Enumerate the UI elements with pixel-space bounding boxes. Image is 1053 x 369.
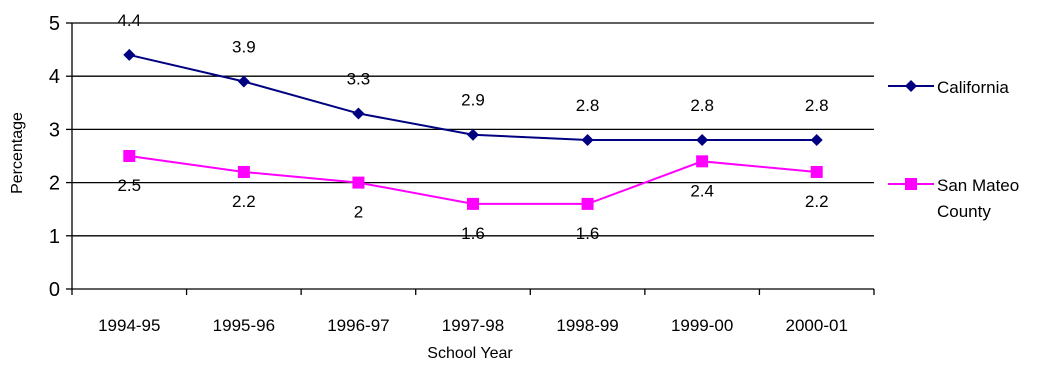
y-tick-label: 5 [49, 13, 60, 35]
data-point-diamond [810, 134, 823, 147]
series-lines [123, 48, 823, 210]
legend-label: California [937, 78, 1009, 97]
x-tick-label-1996-97: 1996-97 [327, 316, 389, 335]
data-label: 2.8 [576, 96, 600, 115]
x-tick-label-1997-98: 1997-98 [442, 316, 504, 335]
data-point-diamond [123, 48, 136, 61]
legend: California San Mateo County [888, 78, 1019, 221]
legend-marker-diamond [905, 80, 917, 92]
data-label: 4.4 [117, 11, 141, 30]
data-label: 2.2 [805, 192, 829, 211]
data-label: 1.6 [461, 224, 485, 243]
data-label: 2 [354, 203, 363, 222]
x-tick-label-1998-99: 1998-99 [556, 316, 618, 335]
data-point-square [467, 197, 479, 210]
y-tick-label: 2 [49, 173, 60, 195]
data-point-diamond [352, 107, 365, 120]
data-label: 1.6 [576, 224, 600, 243]
data-point-square [237, 165, 250, 178]
data-label: 2.2 [232, 192, 256, 211]
y-tick-label: 4 [49, 66, 60, 88]
y-axis-title: Percentage [9, 112, 26, 194]
x-tick-label-1995-96: 1995-96 [213, 316, 275, 335]
axes: 0 1 2 3 4 5 1994-95 1995-96 1996-97 1997-98 1998-9… [49, 13, 875, 335]
data-label: 3.3 [347, 69, 371, 88]
data-point-square [810, 165, 823, 178]
data-label: 3.9 [232, 38, 256, 57]
data-point-square [352, 176, 365, 189]
data-label: 2.5 [117, 176, 141, 195]
data-point-diamond [581, 134, 594, 147]
x-tick-label-1994-95: 1994-95 [98, 316, 160, 335]
data-point-square [581, 197, 594, 210]
data-label: 2.8 [690, 96, 714, 115]
x-tick-label-1999-00: 1999-00 [671, 316, 733, 335]
x-tick-label-2000-01: 2000-01 [786, 316, 848, 335]
data-point-diamond [467, 128, 479, 141]
legend-marker-square [905, 178, 917, 190]
data-label: 2.9 [461, 91, 485, 110]
data-point-square [123, 150, 136, 162]
data-point-square [696, 155, 709, 168]
data-point-diamond [237, 75, 250, 88]
data-label: 2.8 [805, 96, 829, 115]
y-tick-label: 3 [49, 119, 60, 141]
legend-label: County [937, 202, 991, 221]
y-tick-label: 0 [49, 279, 60, 301]
x-axis-title: School Year [427, 345, 513, 362]
legend-label: San Mateo [937, 176, 1019, 195]
data-label: 2.4 [690, 181, 714, 200]
data-point-diamond [696, 134, 709, 147]
y-tick-label: 1 [49, 226, 60, 248]
data-labels: 4.4 3.9 3.3 2.9 2.8 2.8 2.8 2.5 2.2 2 1.6 1.6 2.4 2.2 [117, 11, 828, 243]
